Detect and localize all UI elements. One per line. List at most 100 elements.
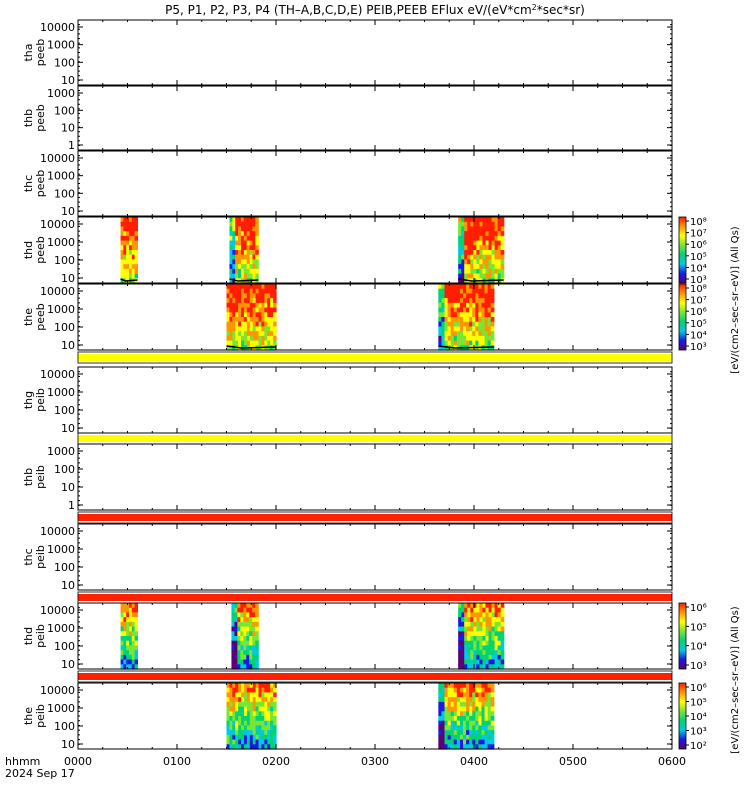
spectrogram-cell — [488, 603, 493, 609]
spectrogram-cell — [243, 298, 248, 304]
spectrogram-cell — [488, 259, 493, 265]
spectrogram-cell — [249, 612, 253, 618]
spectrogram-cell — [485, 607, 490, 614]
spectrogram-cell — [487, 307, 492, 313]
spectrogram-cell — [226, 317, 231, 323]
spectrogram-cell — [134, 235, 138, 242]
spectrogram-cell — [490, 293, 495, 299]
spectrogram-cell — [270, 321, 274, 328]
spectrogram-cell — [237, 621, 241, 628]
spectrogram-cell — [235, 683, 239, 689]
spectrogram-cell — [255, 321, 260, 328]
spectrogram-cell — [470, 617, 474, 623]
spectrogram-cell — [249, 631, 253, 637]
spectrogram-cell — [447, 697, 452, 703]
spectrogram-cell — [243, 706, 248, 712]
spectrogram-cell — [459, 701, 464, 708]
spectrogram-cell — [466, 716, 470, 722]
spectrogram-cell — [232, 312, 236, 318]
spectrogram-cell — [475, 683, 479, 689]
spectrogram-cell — [123, 603, 127, 609]
y-tick-label: 100 — [54, 321, 75, 334]
spectrogram-cell — [485, 217, 490, 223]
spectrogram-cell — [243, 221, 248, 228]
spectrogram-cell — [128, 221, 133, 228]
spectrogram-cell — [273, 683, 277, 689]
y-tick-label: 10000 — [40, 285, 75, 298]
spectrogram-cell — [487, 317, 492, 323]
spectrogram-cell — [490, 744, 495, 750]
spectrogram-cell — [497, 664, 502, 670]
spectrogram-cell — [243, 331, 248, 337]
spectrogram-cell — [243, 264, 248, 270]
spectrogram-cell — [478, 711, 483, 717]
quality-flag-bar — [78, 354, 672, 361]
spectrogram-cell — [487, 697, 492, 703]
spectrogram-cell — [479, 264, 484, 270]
spectrogram-cell — [246, 312, 251, 318]
spectrogram-cell — [475, 692, 479, 698]
spectrogram-cell — [438, 326, 443, 332]
spectrogram-cell — [255, 631, 259, 637]
spectrogram-cell — [255, 221, 259, 228]
spectrogram-cell — [273, 340, 277, 346]
spectrogram-cell — [466, 335, 470, 342]
spectrogram-cell — [463, 701, 467, 708]
colorbar-tick-label: 10⁴ — [690, 642, 707, 653]
spectrogram-cell — [238, 288, 242, 295]
spectrogram-cell — [240, 231, 245, 237]
spectrogram-cell — [237, 607, 241, 614]
spectrogram-cell — [131, 254, 136, 261]
spectrogram-cell — [444, 340, 449, 346]
spectrogram-cell — [255, 621, 259, 628]
spectrogram-cell — [252, 725, 257, 731]
spectrogram-cell — [232, 321, 236, 328]
spectrogram-cell — [128, 659, 133, 665]
spectrogram-cell — [232, 697, 236, 703]
spectrogram-cell — [447, 335, 452, 342]
spectrogram-cell — [487, 692, 492, 698]
spectrogram-cell — [475, 706, 479, 712]
spectrogram-cell — [491, 235, 496, 242]
spectrogram-cell — [226, 725, 231, 731]
spectrogram-cell — [235, 711, 239, 717]
spectrogram-cell — [249, 235, 254, 242]
spectrogram-cell — [456, 711, 461, 717]
spectrogram-cell — [123, 254, 127, 261]
spectrogram-cell — [134, 664, 138, 670]
spectrogram-cell — [235, 226, 239, 232]
spectrogram-cell — [458, 654, 462, 661]
spectrogram-cell — [252, 340, 257, 346]
spectrogram-cell — [491, 645, 496, 651]
spectrogram-cell — [464, 259, 468, 265]
spectrogram-cell — [481, 340, 486, 346]
spectrogram-cell — [476, 650, 481, 656]
spectrogram-cell — [232, 701, 236, 708]
spectrogram-cell — [238, 725, 242, 731]
spectrogram-cell — [249, 250, 254, 256]
spectrogram-cell — [500, 654, 505, 661]
spectrogram-cell — [469, 706, 473, 712]
spectrogram-cell — [243, 730, 248, 736]
spectrogram-cell — [238, 307, 242, 313]
spectrogram-cell — [261, 725, 265, 731]
y-tick-label: 100 — [54, 463, 75, 476]
spectrogram-cell — [450, 687, 455, 694]
spectrogram-cell — [134, 250, 138, 256]
spectrogram-cell — [487, 683, 492, 689]
spectrogram-cell — [264, 701, 268, 708]
spectrogram-cell — [261, 312, 265, 318]
spectrogram-cell — [238, 730, 242, 736]
spectrogram-cell — [123, 231, 127, 237]
spectrogram-cell — [481, 711, 486, 717]
spectrogram-cell — [255, 603, 259, 609]
spectrogram-cell — [484, 720, 489, 727]
spectrogram-cell — [441, 739, 446, 745]
spectrogram-cell — [255, 650, 259, 656]
spectrogram-cell — [459, 744, 464, 750]
spectrogram-cell — [134, 640, 138, 647]
spectrogram-cell — [273, 307, 277, 313]
spectrogram-cell — [243, 273, 248, 279]
spectrogram-cell — [488, 273, 493, 279]
spectrogram-cell — [464, 617, 468, 623]
